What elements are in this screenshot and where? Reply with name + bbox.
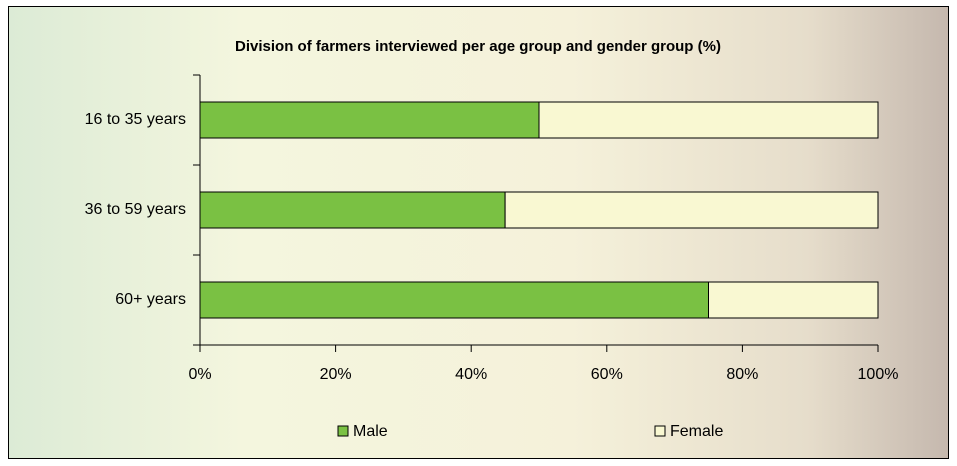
bar-segment	[504, 191, 879, 229]
y-tick-label: 16 to 35 years	[85, 111, 186, 128]
legend-swatch	[654, 425, 666, 437]
y-tick-label: 36 to 59 years	[85, 201, 186, 218]
x-tick-label: 0%	[188, 366, 211, 383]
x-tick-label: 60%	[591, 366, 623, 383]
legend-label: Female	[670, 423, 723, 440]
x-tick-label: 100%	[858, 366, 899, 383]
bar-segment	[538, 101, 879, 139]
chart-title: Division of farmers interviewed per age …	[235, 38, 721, 55]
bar-segment	[199, 101, 540, 139]
bar-segment	[708, 281, 879, 319]
y-tick-label: 60+ years	[115, 291, 186, 308]
bar-segment	[199, 281, 709, 319]
x-tick-label: 20%	[320, 366, 352, 383]
legend-label: Male	[353, 423, 388, 440]
x-tick-label: 40%	[455, 366, 487, 383]
legend-swatch	[337, 425, 349, 437]
x-tick-label: 80%	[726, 366, 758, 383]
chart-frame	[8, 6, 949, 459]
bar-segment	[199, 191, 506, 229]
